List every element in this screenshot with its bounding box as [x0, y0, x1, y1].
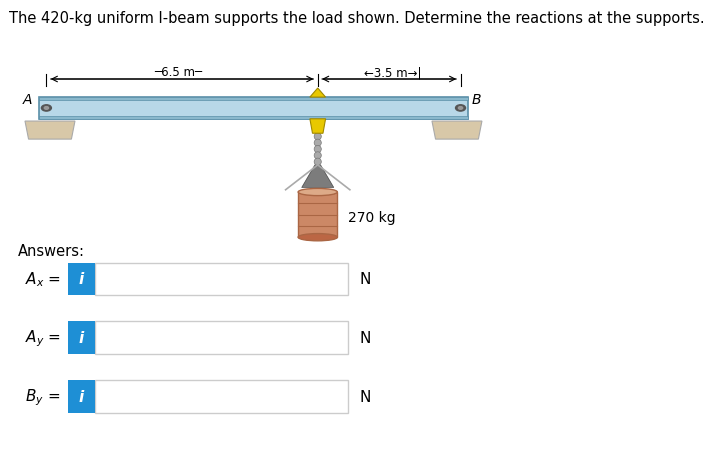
Text: N: N — [359, 389, 371, 404]
Text: $A_y$ =: $A_y$ = — [25, 327, 61, 348]
Bar — [68, 263, 95, 295]
Ellipse shape — [298, 234, 338, 241]
Text: i: i — [79, 389, 84, 404]
Text: i: i — [79, 272, 84, 287]
Text: N: N — [359, 330, 371, 345]
Bar — [95, 263, 348, 295]
Text: i: i — [79, 330, 84, 345]
Text: ←3.5 m→|: ←3.5 m→| — [364, 66, 421, 79]
Circle shape — [456, 106, 466, 112]
Polygon shape — [432, 122, 482, 140]
Text: Answers:: Answers: — [18, 244, 85, 258]
Ellipse shape — [298, 189, 338, 196]
Bar — [68, 322, 95, 354]
Bar — [95, 380, 348, 413]
Bar — [39, 98, 468, 101]
Ellipse shape — [314, 146, 321, 153]
Text: A: A — [23, 92, 32, 106]
Circle shape — [41, 106, 51, 112]
Text: 270 kg: 270 kg — [348, 211, 396, 224]
Polygon shape — [310, 89, 326, 98]
Ellipse shape — [314, 133, 321, 141]
Polygon shape — [310, 120, 326, 134]
Bar — [68, 380, 95, 413]
Circle shape — [458, 107, 463, 110]
Text: ─6.5 m─: ─6.5 m─ — [154, 66, 203, 79]
Bar — [298, 193, 337, 238]
Ellipse shape — [314, 152, 321, 160]
Bar — [39, 116, 468, 120]
Text: The 420-kg uniform I-beam supports the load shown. Determine the reactions at th: The 420-kg uniform I-beam supports the l… — [9, 11, 705, 26]
Text: B: B — [471, 92, 481, 106]
Bar — [39, 98, 468, 120]
Polygon shape — [301, 166, 334, 188]
Text: $A_x$ =: $A_x$ = — [25, 270, 61, 289]
Circle shape — [44, 107, 49, 110]
Ellipse shape — [314, 140, 321, 147]
Polygon shape — [25, 122, 75, 140]
Text: N: N — [359, 272, 371, 287]
Ellipse shape — [314, 159, 321, 166]
Bar — [95, 322, 348, 354]
Text: $B_y$ =: $B_y$ = — [26, 386, 61, 407]
